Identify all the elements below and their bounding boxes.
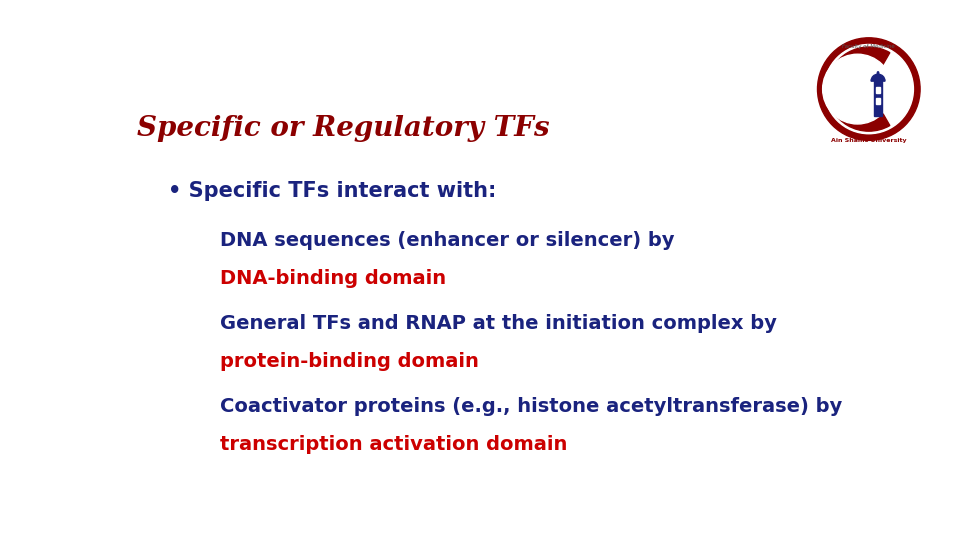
Text: transcription activation domain: transcription activation domain [221, 435, 567, 454]
Text: DNA-binding domain: DNA-binding domain [221, 268, 446, 287]
Bar [876, 98, 880, 104]
Text: General TFs and RNAP at the initiation complex by: General TFs and RNAP at the initiation c… [221, 314, 778, 333]
Bar [874, 81, 882, 116]
Text: Ain Shams University: Ain Shams University [831, 138, 906, 143]
Text: Coactivator proteins (e.g., histone acetyltransferase) by: Coactivator proteins (e.g., histone acet… [221, 397, 843, 416]
Text: DNA sequences (enhancer or silencer) by: DNA sequences (enhancer or silencer) by [221, 231, 675, 250]
Wedge shape [827, 47, 890, 131]
Circle shape [825, 44, 913, 134]
Wedge shape [871, 74, 885, 81]
Bar [876, 87, 880, 93]
Text: • Specific TFs interact with:: • Specific TFs interact with: [168, 181, 496, 201]
Text: Specific or Regulatory TFs: Specific or Regulatory TFs [137, 114, 549, 141]
Text: protein-binding domain: protein-binding domain [221, 352, 479, 370]
Text: Faculty of Medicine: Faculty of Medicine [843, 44, 895, 49]
Circle shape [818, 38, 920, 140]
Circle shape [823, 54, 893, 124]
